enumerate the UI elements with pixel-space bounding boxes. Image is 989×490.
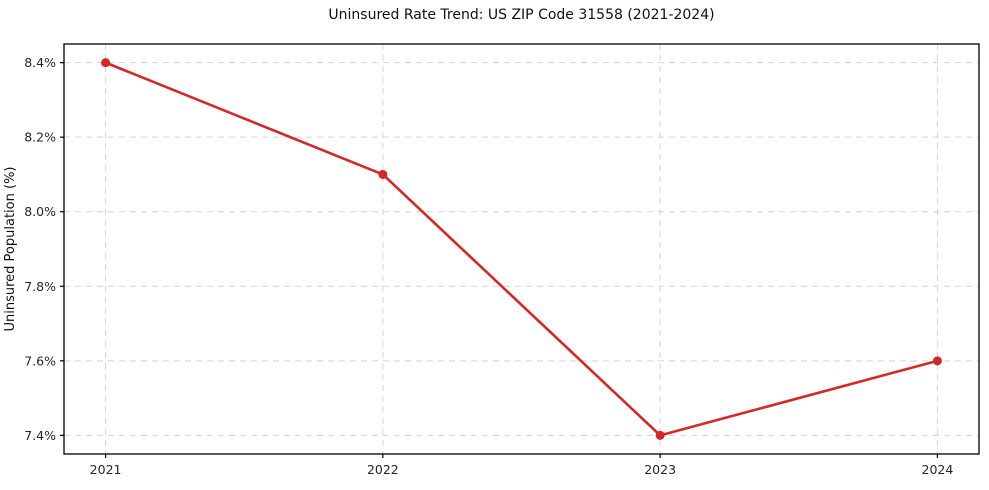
x-tick-label: 2023 bbox=[644, 462, 676, 477]
x-tick-label: 2022 bbox=[367, 462, 399, 477]
trend-line bbox=[104, 61, 939, 437]
x-tick-label: 2021 bbox=[90, 462, 122, 477]
y-tick-label: 7.6% bbox=[24, 353, 56, 368]
data-point-marker bbox=[655, 430, 665, 440]
x-tick-label: 2024 bbox=[922, 462, 954, 477]
plot-border bbox=[63, 43, 980, 455]
data-point-marker bbox=[932, 356, 942, 366]
y-tick-label: 8.4% bbox=[24, 55, 56, 70]
chart-title: Uninsured Rate Trend: US ZIP Code 31558 … bbox=[328, 7, 715, 23]
y-axis-label: Uninsured Population (%) bbox=[3, 167, 18, 332]
data-point-marker bbox=[101, 58, 111, 68]
y-tick-label: 7.8% bbox=[24, 279, 56, 294]
y-tick-label: 8.0% bbox=[24, 204, 56, 219]
y-tick-label: 7.4% bbox=[24, 428, 56, 443]
data-point-marker bbox=[378, 169, 388, 179]
y-tick-label: 8.2% bbox=[24, 130, 56, 145]
